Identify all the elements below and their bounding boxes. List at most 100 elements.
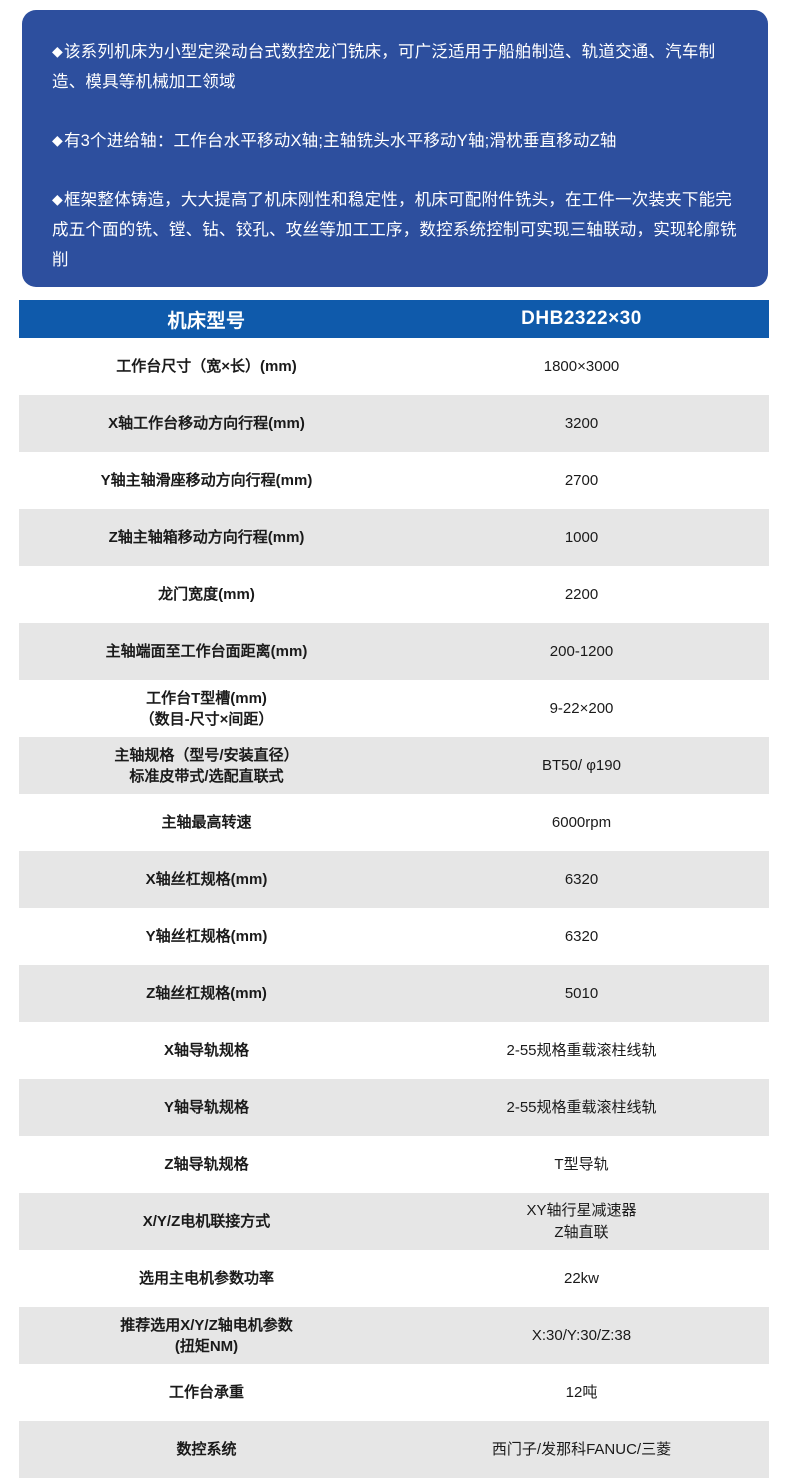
spec-value-text: 2700: [394, 470, 769, 492]
intro-paragraph-3-text: 框架整体铸造，大大提高了机床刚性和稳定性，机床可配附件铣头，在工件一次装夹下能完…: [52, 191, 737, 269]
spec-label-line1: X轴丝杠规格(mm): [145, 871, 268, 888]
spec-value-line1: 12吨: [565, 1383, 598, 1401]
specification-table: 机床型号 DHB2322×30 工作台尺寸（宽×长）(mm) 1800×3000 X…: [19, 300, 769, 1478]
spec-value-line1: 200-1200: [549, 642, 614, 660]
spec-label-cell: Z轴主轴箱移动方向行程(mm): [19, 509, 394, 566]
spec-value-text: 3200: [394, 413, 769, 435]
spec-label-cell: X轴丝杠规格(mm): [19, 851, 394, 908]
table-row: X轴导轨规格 2-55规格重载滚柱线轨: [19, 1022, 769, 1079]
spec-label-cell: Z轴导轨规格: [19, 1136, 394, 1193]
spec-value-line1: 6000rpm: [551, 813, 612, 831]
spec-value-cell: 西门子/发那科FANUC/三菱: [394, 1421, 769, 1478]
table-row: Y轴主轴滑座移动方向行程(mm) 2700: [19, 452, 769, 509]
table-row: 主轴规格（型号/安装直径） 标准皮带式/选配直联式 BT50/ φ190: [19, 737, 769, 794]
spec-label-cell: Z轴丝杠规格(mm): [19, 965, 394, 1022]
table-row: 工作台承重 12吨: [19, 1364, 769, 1421]
spec-value-cell: 2-55规格重载滚柱线轨: [394, 1079, 769, 1136]
spec-label-text: Z轴导轨规格: [19, 1154, 394, 1175]
spec-value-line1: 22kw: [563, 1269, 600, 1287]
spec-label-line1: Y轴导轨规格: [163, 1099, 249, 1116]
table-row: Z轴丝杠规格(mm) 5010: [19, 965, 769, 1022]
spec-label-line1: Z轴丝杠规格(mm): [146, 985, 267, 1002]
spec-value-text: 2-55规格重载滚柱线轨: [394, 1040, 769, 1062]
table-row: Y轴丝杠规格(mm) 6320: [19, 908, 769, 965]
spec-label-line1: Y轴主轴滑座移动方向行程(mm): [100, 472, 313, 489]
spec-label-line1: 数控系统: [176, 1441, 237, 1458]
intro-paragraph-1-text: 该系列机床为小型定梁动台式数控龙门铣床，可广泛适用于船舶制造、轨道交通、汽车制造…: [52, 43, 716, 91]
spec-value-text: 2200: [394, 584, 769, 606]
spec-value-cell: 9-22×200: [394, 680, 769, 737]
spec-label-line1: Y轴丝杠规格(mm): [145, 928, 268, 945]
spec-label-line1: 主轴规格（型号/安装直径）: [114, 746, 299, 764]
spec-label-line1: 推荐选用X/Y/Z轴电机参数: [120, 1316, 293, 1334]
spec-label-line1: 龙门宽度(mm): [158, 586, 255, 603]
spec-value-cell: T型导轨: [394, 1136, 769, 1193]
table-row: 工作台T型槽(mm) （数目-尺寸×间距） 9-22×200: [19, 680, 769, 737]
spec-label-cell: 数控系统: [19, 1421, 394, 1478]
table-row: 工作台尺寸（宽×长）(mm) 1800×3000: [19, 338, 769, 395]
spec-value-text: 12吨: [394, 1382, 769, 1404]
spec-label-line1: X轴导轨规格: [163, 1042, 249, 1059]
spec-value-line1: 5010: [564, 984, 599, 1002]
spec-value-line1: 1000: [564, 528, 599, 546]
spec-value-text: 西门子/发那科FANUC/三菱: [394, 1439, 769, 1461]
spec-label-text: 推荐选用X/Y/Z轴电机参数 (扭矩NM): [19, 1315, 394, 1357]
spec-label-line1: X/Y/Z电机联接方式: [142, 1213, 271, 1230]
spec-value-cell: 2200: [394, 566, 769, 623]
spec-label-line1: 主轴最高转速: [161, 814, 252, 831]
specification-table-body: 工作台尺寸（宽×长）(mm) 1800×3000 X轴工作台移动方向行程(mm) 32…: [19, 338, 769, 1478]
spec-value-cell: 6320: [394, 908, 769, 965]
table-row: X/Y/Z电机联接方式 XY轴行星减速器 Z轴直联: [19, 1193, 769, 1250]
spec-label-text: X轴导轨规格: [19, 1040, 394, 1061]
spec-label-text: X轴工作台移动方向行程(mm): [19, 413, 394, 434]
spec-label-cell: 主轴规格（型号/安装直径） 标准皮带式/选配直联式: [19, 737, 394, 794]
spec-value-cell: BT50/ φ190: [394, 737, 769, 794]
spec-label-text: 主轴端面至工作台面距离(mm): [19, 641, 394, 662]
table-row: 主轴最高转速 6000rpm: [19, 794, 769, 851]
spec-value-line1: 2-55规格重载滚柱线轨: [506, 1098, 657, 1116]
table-row: Z轴主轴箱移动方向行程(mm) 1000: [19, 509, 769, 566]
spec-label-cell: X轴导轨规格: [19, 1022, 394, 1079]
spec-value-line1: 2700: [564, 471, 599, 489]
spec-value-text: XY轴行星减速器 Z轴直联: [394, 1200, 769, 1244]
spec-value-cell: 22kw: [394, 1250, 769, 1307]
spec-value-text: 200-1200: [394, 641, 769, 663]
table-row: 选用主电机参数功率 22kw: [19, 1250, 769, 1307]
spec-value-cell: 2700: [394, 452, 769, 509]
spec-label-text: 工作台T型槽(mm) （数目-尺寸×间距）: [19, 688, 394, 730]
spec-label-cell: 工作台T型槽(mm) （数目-尺寸×间距）: [19, 680, 394, 737]
spec-label-cell: Y轴导轨规格: [19, 1079, 394, 1136]
spec-value-cell: 6000rpm: [394, 794, 769, 851]
spec-value-cell: 5010: [394, 965, 769, 1022]
spec-value-text: 6000rpm: [394, 812, 769, 834]
spec-label-text: Y轴丝杠规格(mm): [19, 926, 394, 947]
spec-label-text: 主轴最高转速: [19, 812, 394, 833]
spec-label-text: Y轴主轴滑座移动方向行程(mm): [19, 470, 394, 491]
table-header-row: 机床型号 DHB2322×30: [19, 300, 769, 338]
spec-label-cell: Y轴丝杠规格(mm): [19, 908, 394, 965]
spec-value-text: 2-55规格重载滚柱线轨: [394, 1097, 769, 1119]
spec-label-text: 工作台承重: [19, 1382, 394, 1403]
spec-label-line2: 标准皮带式/选配直联式: [129, 767, 284, 785]
spec-value-text: BT50/ φ190: [394, 755, 769, 777]
spec-label-line1: Z轴导轨规格: [164, 1156, 249, 1173]
spec-value-cell: 3200: [394, 395, 769, 452]
spec-value-text: X:30/Y:30/Z:38: [394, 1325, 769, 1347]
spec-value-line1: XY轴行星减速器: [526, 1201, 637, 1219]
spec-label-line2: （数目-尺寸×间距）: [139, 710, 274, 728]
intro-paragraph-1: ◆该系列机床为小型定梁动台式数控龙门铣床，可广泛适用于船舶制造、轨道交通、汽车制…: [52, 36, 738, 97]
spec-value-line1: BT50/ φ190: [542, 756, 621, 774]
spec-value-line1: 1800×3000: [543, 357, 620, 375]
spec-value-line1: 6320: [564, 927, 599, 945]
spec-label-cell: 推荐选用X/Y/Z轴电机参数 (扭矩NM): [19, 1307, 394, 1364]
header-cell-model-value: DHB2322×30: [394, 300, 769, 338]
intro-paragraph-3: ◆框架整体铸造，大大提高了机床刚性和稳定性，机床可配附件铣头，在工件一次装夹下能…: [52, 184, 738, 275]
spec-label-line1: 选用主电机参数功率: [138, 1270, 274, 1287]
spec-label-line1: X轴工作台移动方向行程(mm): [108, 415, 305, 432]
spec-label-line1: 主轴端面至工作台面距离(mm): [105, 643, 308, 660]
spec-value-text: 1000: [394, 527, 769, 549]
spec-label-text: Y轴导轨规格: [19, 1097, 394, 1118]
intro-paragraph-2: ◆有3个进给轴：工作台水平移动X轴;主轴铣头水平移动Y轴;滑枕垂直移动Z轴: [52, 125, 738, 156]
spec-value-cell: X:30/Y:30/Z:38: [394, 1307, 769, 1364]
spec-value-cell: 6320: [394, 851, 769, 908]
